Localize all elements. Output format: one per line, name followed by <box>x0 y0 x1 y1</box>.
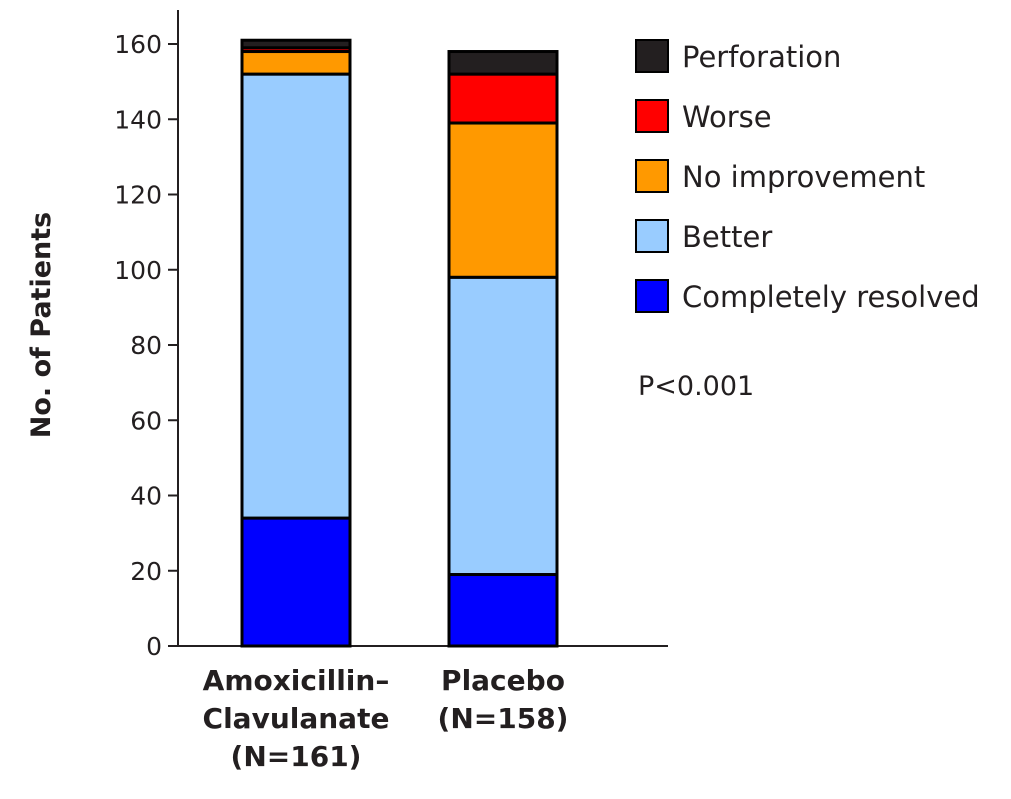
bar-stack <box>447 50 559 648</box>
bars <box>240 38 559 648</box>
bar-segment-perforation <box>240 38 352 50</box>
bar-segment-better <box>240 72 352 520</box>
legend-label: Completely resolved <box>682 280 980 314</box>
y-tick-label: 120 <box>114 181 162 210</box>
bar-stack <box>240 38 352 648</box>
legend-label: Worse <box>682 100 772 134</box>
category-label: (N=158) <box>438 702 569 735</box>
bar-segment-no-improvement <box>240 50 352 76</box>
legend: Perforation Worse No improvement Better Comp… <box>635 39 980 314</box>
y-tick-label: 60 <box>130 406 162 435</box>
y-tick-label: 140 <box>114 105 162 134</box>
y-axis-label: No. of Patients <box>26 212 57 438</box>
legend-swatch <box>635 99 669 133</box>
y-tick-label: 80 <box>130 331 162 360</box>
y-tick-label: 100 <box>114 256 162 285</box>
bar-segment-completely-resolved <box>240 516 352 648</box>
legend-item-better: Better <box>635 219 772 254</box>
axes: 0 20 40 60 80 100 120 140 160 <box>114 10 668 661</box>
bar-segment-better <box>447 275 559 577</box>
y-tick-label: 160 <box>114 30 162 59</box>
legend-label: Better <box>682 220 772 254</box>
bar-segment-no-improvement <box>447 121 559 279</box>
p-value-annotation: P<0.001 <box>638 371 754 402</box>
legend-label: No improvement <box>682 160 925 194</box>
legend-swatch <box>635 39 669 73</box>
legend-swatch <box>635 279 669 313</box>
y-tick-label: 40 <box>130 482 162 511</box>
legend-item-worse: Worse <box>635 99 772 134</box>
y-tick-label: 20 <box>130 557 162 586</box>
category-label: Placebo <box>441 664 565 697</box>
legend-item-perforation: Perforation <box>635 39 841 74</box>
category-label: Amoxicillin– <box>203 664 390 697</box>
legend-item-completely-resolved: Completely resolved <box>635 279 980 314</box>
category-label: (N=161) <box>231 740 362 773</box>
legend-item-no-improvement: No improvement <box>635 159 925 194</box>
legend-swatch <box>635 159 669 193</box>
bar-segment-perforation <box>447 50 559 76</box>
legend-label: Perforation <box>682 40 841 74</box>
legend-swatch <box>635 219 669 253</box>
category-label: Clavulanate <box>203 702 390 735</box>
bar-segment-worse <box>447 72 559 125</box>
bar-segment-completely-resolved <box>447 573 559 648</box>
category-labels: Amoxicillin– Clavulanate (N=161) Placebo (N=… <box>203 664 569 773</box>
y-tick-label: 0 <box>146 632 162 661</box>
